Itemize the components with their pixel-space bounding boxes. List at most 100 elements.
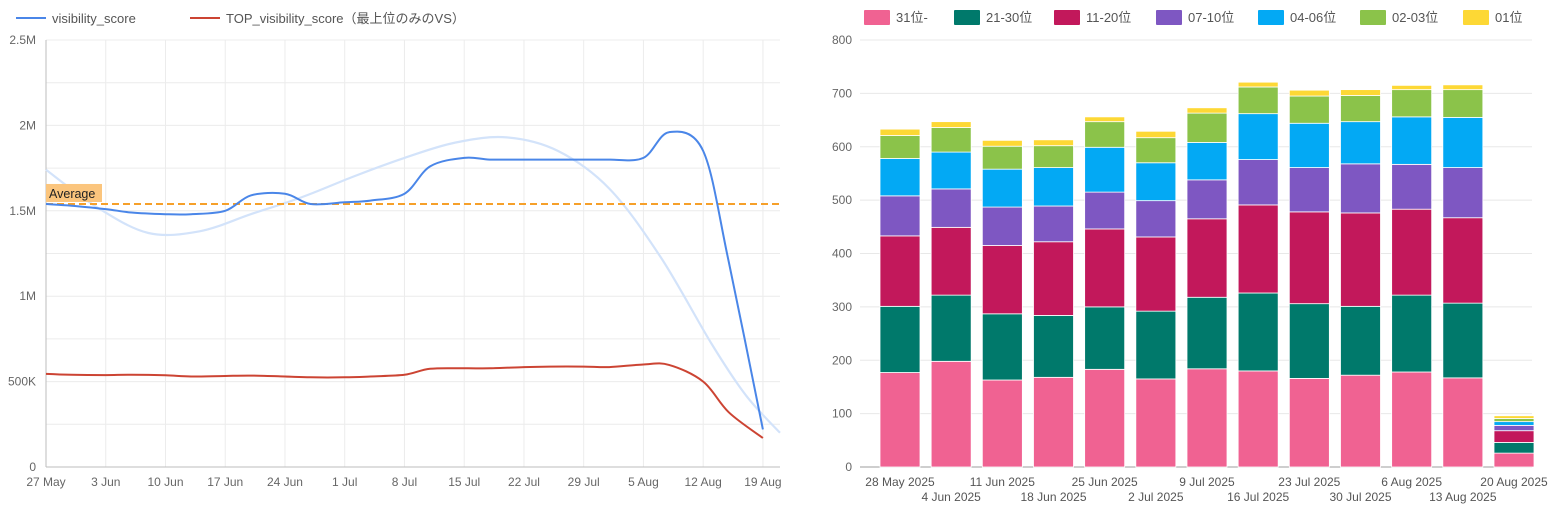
legend-label-4[interactable]: 04-06位 — [1290, 10, 1336, 25]
legend-label-1[interactable]: TOP_visibility_score（最上位のみのVS） — [226, 11, 465, 26]
bar-segment-3[interactable] — [1493, 424, 1535, 432]
bar-segment-6[interactable] — [930, 121, 972, 128]
bar-segment-1[interactable] — [981, 313, 1023, 381]
bar-segment-0[interactable] — [1033, 376, 1074, 468]
bar-segment-3[interactable] — [1340, 163, 1381, 214]
bar-segment-1[interactable] — [1340, 305, 1381, 376]
bar-stack[interactable] — [1391, 84, 1433, 468]
bar-segment-3[interactable] — [1033, 205, 1074, 243]
bar-segment-4[interactable] — [1340, 121, 1381, 165]
bar-segment-3[interactable] — [930, 188, 972, 228]
bar-stack[interactable] — [930, 121, 972, 468]
bar-segment-0[interactable] — [1391, 371, 1433, 468]
bar-segment-5[interactable] — [1493, 418, 1535, 423]
bar-segment-4[interactable] — [1186, 142, 1228, 181]
bar-segment-4[interactable] — [1288, 122, 1330, 168]
bar-segment-6[interactable] — [981, 139, 1023, 147]
bar-segment-2[interactable] — [1442, 217, 1484, 304]
bar-segment-5[interactable] — [981, 145, 1023, 170]
bar-segment-6[interactable] — [1391, 84, 1433, 91]
legend-label-6[interactable]: 01位 — [1495, 10, 1522, 25]
bar-segment-3[interactable] — [879, 195, 921, 237]
bar-segment-6[interactable] — [1442, 84, 1484, 91]
bar-segment-1[interactable] — [1442, 302, 1484, 379]
bar-segment-6[interactable] — [1237, 81, 1279, 88]
bar-segment-4[interactable] — [879, 158, 921, 197]
bar-segment-0[interactable] — [1135, 378, 1177, 468]
bar-segment-2[interactable] — [981, 245, 1023, 315]
bar-segment-6[interactable] — [1186, 107, 1228, 114]
bar-segment-5[interactable] — [930, 127, 972, 153]
bar-stack[interactable] — [1493, 415, 1535, 468]
bar-segment-1[interactable] — [1033, 315, 1074, 378]
bar-segment-1[interactable] — [1237, 292, 1279, 372]
bar-segment-2[interactable] — [879, 235, 921, 307]
bar-segment-2[interactable] — [1340, 212, 1381, 307]
bar-stack[interactable] — [1288, 89, 1330, 468]
bar-segment-6[interactable] — [1288, 89, 1330, 97]
legend-label-5[interactable]: 02-03位 — [1392, 10, 1438, 25]
bar-segment-1[interactable] — [1186, 296, 1228, 370]
bar-segment-1[interactable] — [1493, 442, 1535, 454]
bar-segment-2[interactable] — [930, 226, 972, 296]
bar-segment-0[interactable] — [1493, 452, 1535, 468]
bar-stack[interactable] — [879, 128, 921, 468]
bar-segment-1[interactable] — [930, 294, 972, 362]
bar-stack[interactable] — [1442, 84, 1484, 468]
bar-segment-5[interactable] — [1288, 95, 1330, 124]
bar-segment-0[interactable] — [1288, 377, 1330, 468]
bar-segment-2[interactable] — [1237, 204, 1279, 294]
bar-segment-5[interactable] — [1186, 112, 1228, 143]
bar-stack[interactable] — [1186, 107, 1228, 468]
bar-segment-2[interactable] — [1288, 211, 1330, 305]
bar-segment-0[interactable] — [1084, 368, 1126, 468]
bar-segment-4[interactable] — [1237, 113, 1279, 160]
bar-segment-3[interactable] — [981, 206, 1023, 246]
bar-segment-5[interactable] — [879, 135, 921, 159]
bar-segment-1[interactable] — [1135, 310, 1177, 380]
bar-segment-0[interactable] — [1237, 370, 1279, 468]
bar-segment-3[interactable] — [1084, 191, 1126, 230]
legend-label-2[interactable]: 11-20位 — [1086, 10, 1131, 25]
bar-segment-4[interactable] — [1493, 421, 1535, 426]
legend-label-0[interactable]: 31位- — [896, 10, 928, 25]
bar-segment-2[interactable] — [1084, 228, 1126, 308]
bar-segment-5[interactable] — [1237, 86, 1279, 115]
bar-segment-5[interactable] — [1084, 121, 1126, 148]
bar-stack[interactable] — [1340, 89, 1381, 468]
bar-segment-4[interactable] — [1442, 116, 1484, 168]
legend-label-0[interactable]: visibility_score — [52, 11, 136, 26]
bar-segment-3[interactable] — [1442, 167, 1484, 219]
bar-segment-4[interactable] — [1391, 116, 1433, 165]
bar-segment-6[interactable] — [1340, 89, 1381, 96]
bar-segment-2[interactable] — [1135, 236, 1177, 312]
bar-stack[interactable] — [1237, 81, 1279, 468]
bar-segment-2[interactable] — [1033, 241, 1074, 316]
bar-segment-3[interactable] — [1135, 200, 1177, 238]
bar-segment-5[interactable] — [1391, 89, 1433, 118]
bar-segment-2[interactable] — [1391, 208, 1433, 296]
bar-segment-2[interactable] — [1186, 218, 1228, 298]
bar-stack[interactable] — [1135, 130, 1177, 468]
bar-segment-4[interactable] — [1084, 146, 1126, 193]
bar-segment-4[interactable] — [930, 151, 972, 190]
bar-segment-6[interactable] — [1084, 116, 1126, 123]
bar-segment-5[interactable] — [1033, 145, 1074, 168]
bar-segment-0[interactable] — [879, 372, 921, 468]
bar-segment-1[interactable] — [1391, 294, 1433, 373]
bar-stack[interactable] — [1033, 139, 1074, 468]
bar-segment-0[interactable] — [1442, 377, 1484, 468]
bar-segment-1[interactable] — [1288, 303, 1330, 379]
bar-segment-0[interactable] — [981, 379, 1023, 468]
bar-segment-6[interactable] — [879, 128, 921, 136]
bar-segment-1[interactable] — [1084, 306, 1126, 370]
bar-segment-5[interactable] — [1442, 89, 1484, 118]
bar-stack[interactable] — [1084, 116, 1126, 468]
bar-segment-3[interactable] — [1288, 167, 1330, 213]
bar-segment-3[interactable] — [1391, 163, 1433, 210]
bar-segment-3[interactable] — [1186, 179, 1228, 220]
bar-stack[interactable] — [981, 139, 1023, 468]
bar-segment-5[interactable] — [1340, 95, 1381, 123]
bar-segment-0[interactable] — [1186, 368, 1228, 468]
bar-segment-1[interactable] — [879, 305, 921, 373]
